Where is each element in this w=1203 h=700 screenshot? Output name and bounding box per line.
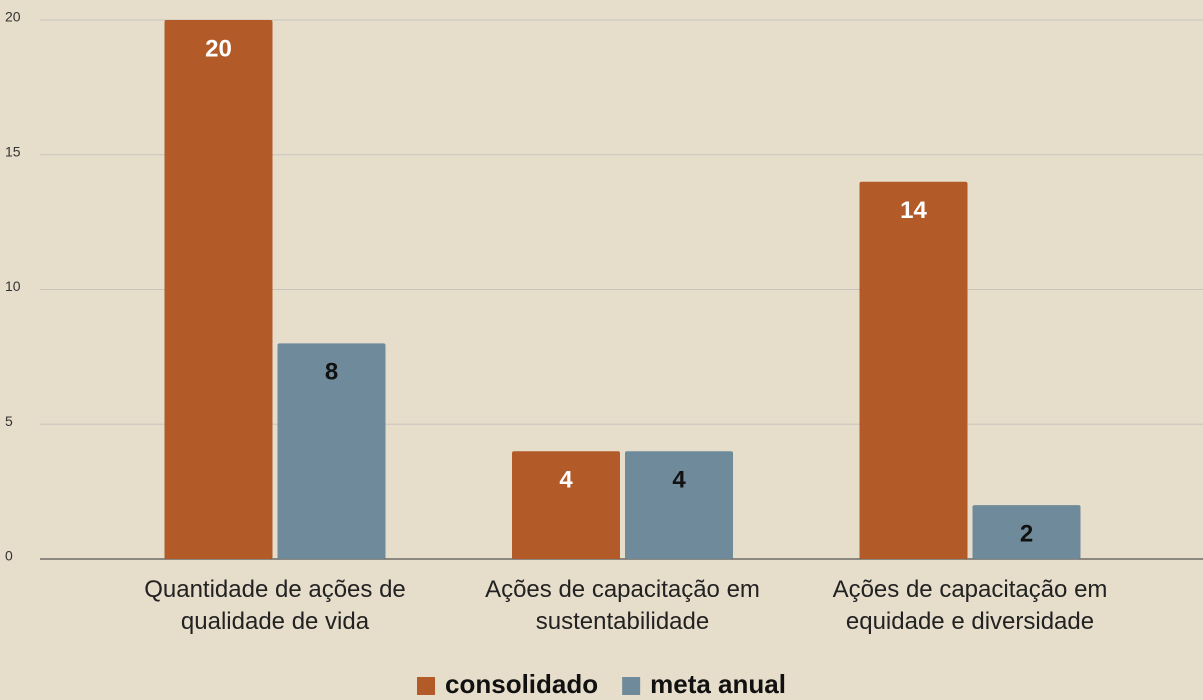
bar (972, 505, 1081, 559)
legend-swatch (622, 677, 641, 695)
bar (512, 451, 620, 559)
y-tick-label: 10 (5, 278, 21, 294)
bar (277, 343, 386, 559)
y-tick-label: 20 (5, 9, 21, 25)
x-tick-label: Ações de capacitação em sustentabilidade (485, 576, 760, 635)
bar (164, 20, 273, 559)
bar (859, 181, 968, 559)
y-tick-label: 0 (5, 548, 13, 564)
data-label: 2 (1020, 520, 1033, 547)
legend-swatch (417, 677, 436, 695)
x-tick-label: Ações de capacitação em equidade e diver… (832, 576, 1108, 635)
data-label: 4 (559, 467, 573, 494)
legend-label: meta anual (650, 669, 786, 699)
x-tick-label: Quantidade de ações de qualidade de vida (144, 576, 406, 635)
data-label: 20 (205, 35, 232, 62)
data-label: 8 (325, 359, 338, 386)
bar (625, 451, 733, 559)
data-label: 14 (900, 197, 927, 224)
legend-label: consolidado (445, 669, 598, 699)
y-tick-label: 5 (5, 413, 13, 429)
y-tick-label: 15 (5, 143, 21, 159)
data-label: 4 (672, 467, 686, 494)
